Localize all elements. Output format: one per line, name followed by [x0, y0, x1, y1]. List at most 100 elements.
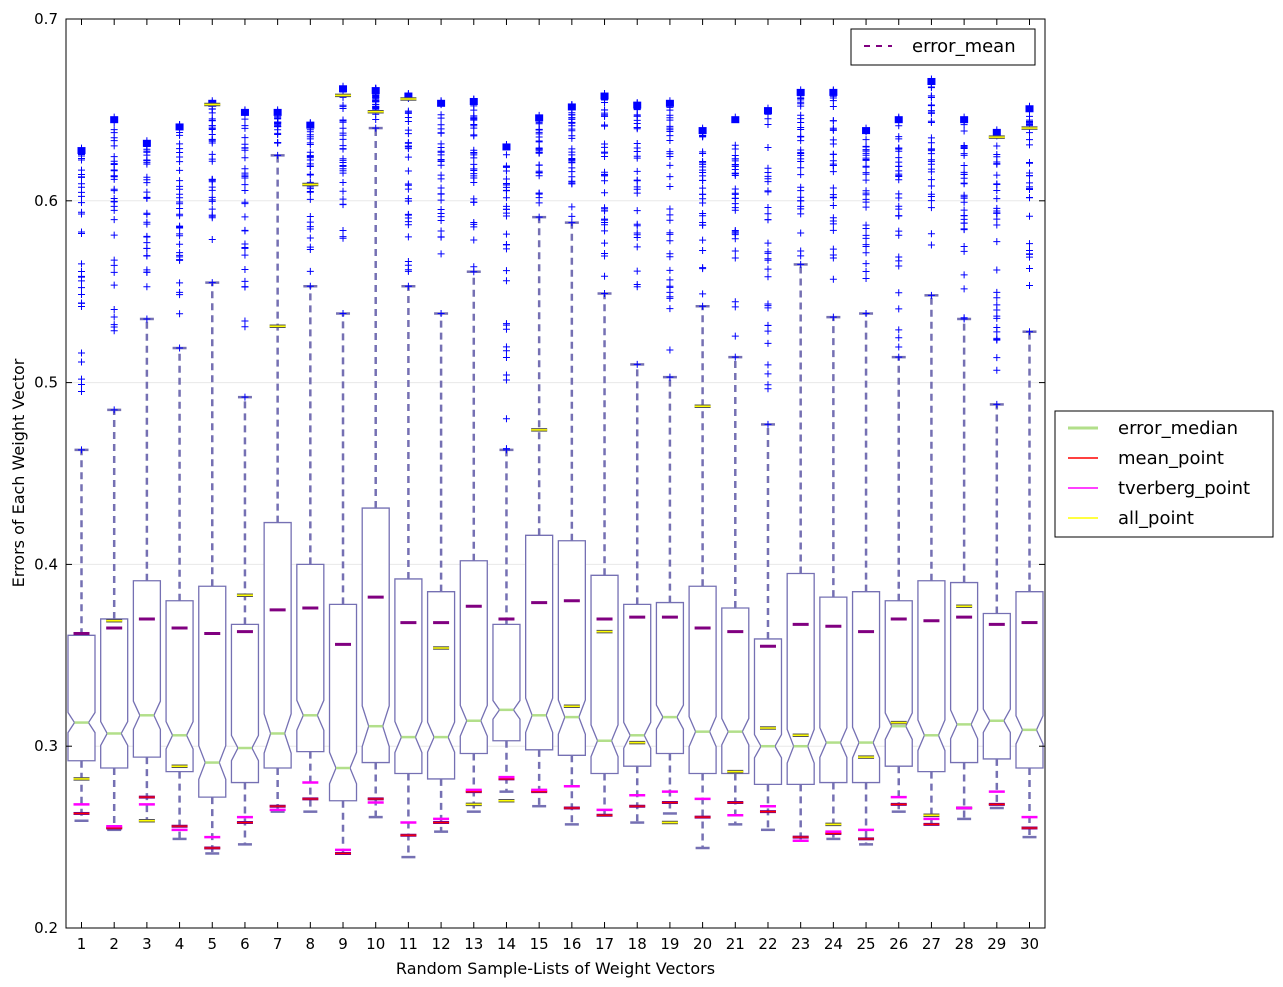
flier-marker [176, 344, 184, 352]
flier-marker [764, 216, 772, 224]
flier-marker [502, 209, 510, 217]
flier-marker [731, 161, 739, 169]
box-body [982, 612, 1011, 760]
flier-marker [437, 151, 445, 159]
flier-marker [960, 127, 968, 135]
flier-marker [241, 251, 249, 259]
flier-marker [633, 267, 641, 275]
flier-marker [993, 171, 1001, 179]
flier-marker [1026, 159, 1033, 167]
flier-marker [176, 194, 184, 202]
flier-marker [895, 205, 903, 213]
outlier-markers [77, 75, 1034, 454]
flier-marker [1026, 281, 1033, 289]
flier-marker [176, 212, 184, 220]
flier-marker [731, 151, 739, 159]
flier-marker [176, 279, 184, 287]
flier-marker [241, 154, 249, 162]
flier-marker [829, 103, 837, 111]
flier-cluster [306, 121, 315, 129]
flier-marker [699, 184, 707, 192]
flier-marker [666, 373, 674, 381]
flier-cluster [633, 101, 642, 109]
flier-marker [372, 124, 380, 132]
y-tick-label: 0.5 [34, 374, 58, 392]
flier-marker [927, 230, 935, 238]
flier-marker [764, 321, 772, 329]
flier-marker [78, 199, 85, 207]
flier-marker [568, 177, 576, 185]
flier-marker [633, 139, 641, 147]
legend-label-error-median: error_median [1118, 418, 1238, 439]
box-body [426, 591, 456, 780]
flier-marker [437, 114, 445, 122]
flier-marker [208, 197, 216, 205]
box-body [100, 618, 129, 769]
flier-marker [633, 167, 641, 175]
flier-marker [927, 165, 935, 173]
plot-frame [65, 18, 1046, 929]
flier-marker [895, 343, 903, 351]
flier-marker [339, 117, 347, 125]
flier-marker [927, 291, 935, 299]
flier-marker [764, 239, 772, 247]
flier-marker [404, 282, 412, 290]
flier-marker [339, 310, 347, 318]
flier-marker [862, 243, 870, 251]
flier-marker [699, 264, 707, 272]
flier-marker [339, 179, 347, 187]
flier-marker [176, 240, 184, 248]
flier-marker [110, 173, 118, 181]
flier-marker [829, 313, 837, 321]
flier-marker [535, 130, 543, 138]
x-tick-label: 16 [562, 935, 581, 953]
flier-marker [110, 197, 118, 205]
flier-marker [568, 148, 576, 156]
flier-marker [535, 189, 543, 197]
flier-marker [666, 305, 674, 313]
flier-marker [993, 328, 1001, 336]
flier-marker [110, 231, 118, 239]
flier-marker [666, 132, 674, 140]
flier-marker [993, 215, 1001, 223]
flier-marker [143, 315, 151, 323]
legend-side: error_median mean_point tverberg_point a… [1054, 410, 1274, 538]
flier-marker [699, 221, 707, 229]
flier-marker [1026, 129, 1033, 137]
flier-marker [241, 140, 249, 148]
box-body [655, 601, 685, 755]
flier-marker [895, 305, 903, 313]
x-axis-ticks: 1 2 3 4 5 6 7 8 9 10 11 12 13 14 15 16 17 18 19 20 21 22 23 24 2… [77, 19, 1039, 953]
flier-marker [274, 130, 282, 138]
box-body [328, 603, 358, 802]
flier-marker [699, 302, 707, 310]
flier-marker [208, 186, 216, 194]
flier-cluster [665, 99, 674, 107]
flier-marker [110, 142, 118, 150]
flier-marker [143, 179, 151, 187]
legend-side-frame [1054, 410, 1274, 538]
flier-marker [829, 184, 837, 192]
flier-marker [731, 353, 739, 361]
flier-marker [339, 103, 347, 111]
flier-cluster [371, 87, 380, 95]
boxes [67, 507, 1044, 802]
x-tick-label: 1 [77, 935, 87, 953]
x-tick-label: 17 [595, 935, 614, 953]
flier-marker [829, 226, 837, 234]
flier-marker [176, 166, 184, 174]
flier-marker [797, 137, 805, 145]
flier-marker [829, 194, 837, 202]
flier-marker [993, 400, 1001, 408]
flier-marker [78, 446, 85, 454]
flier-marker [306, 170, 314, 178]
flier-marker [437, 129, 445, 137]
flier-marker [1026, 264, 1033, 272]
flier-marker [993, 186, 1001, 194]
flier-marker [699, 190, 707, 198]
flier-marker [110, 261, 118, 269]
flier-marker [208, 279, 216, 287]
flier-marker [437, 227, 445, 235]
flier-marker [502, 343, 510, 351]
x-tick-label: 28 [955, 935, 974, 953]
